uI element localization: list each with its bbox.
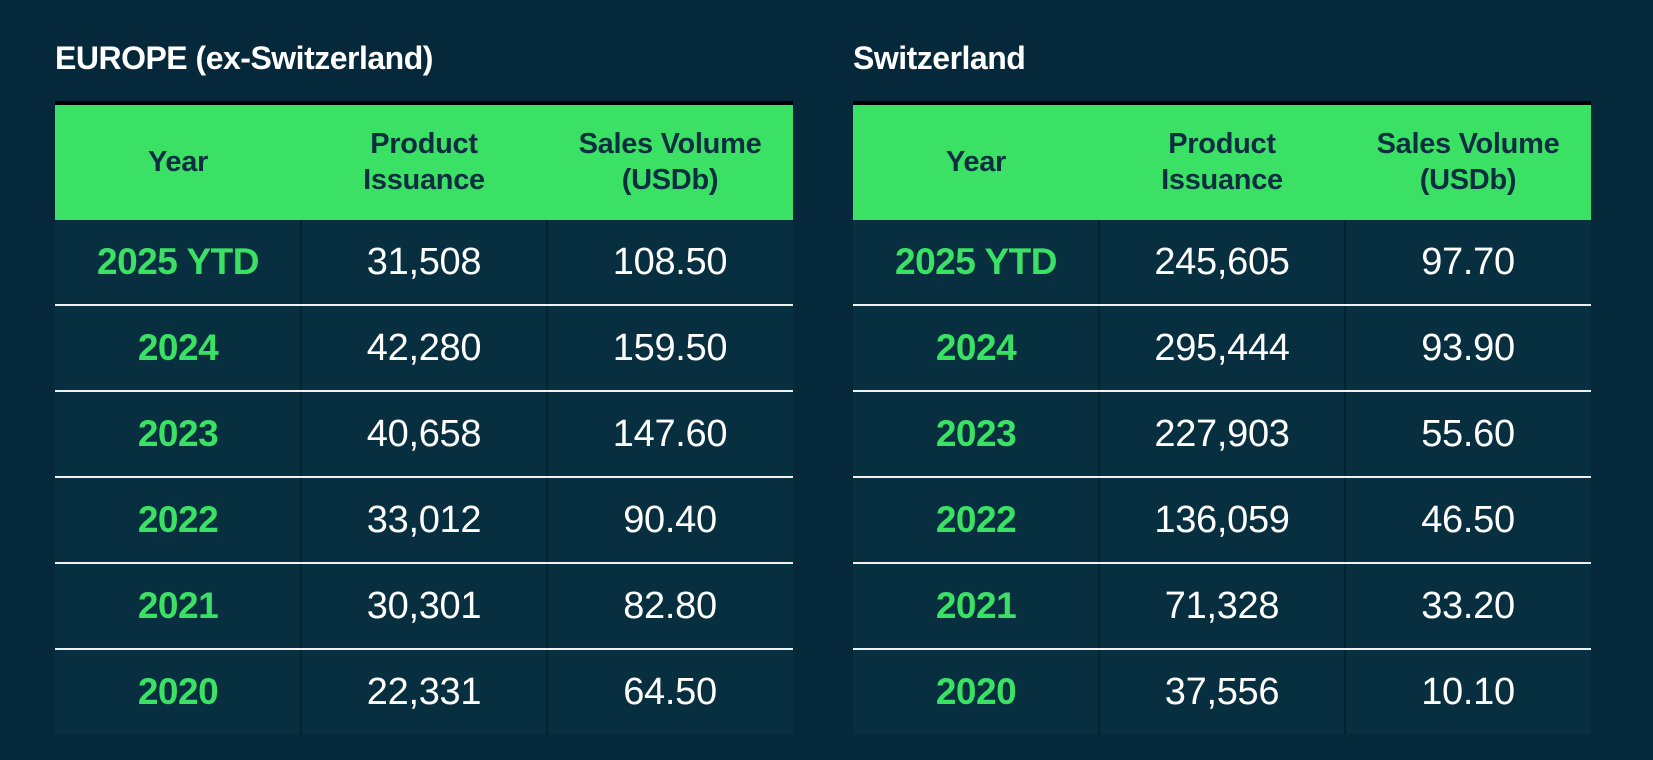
table-row: 2023 40,658 147.60 [55,390,793,476]
table-row: 2021 71,328 33.20 [853,562,1591,648]
table-header-row: Year Product Issuance Sales Volume (USDb) [55,105,793,220]
cell-sales-volume: 46.50 [1421,498,1515,541]
cell-sales-volume: 64.50 [623,670,717,713]
table-top-border [853,101,1591,105]
cell-year: 2025 YTD [97,241,259,282]
header-cell-product-issuance: Product Issuance [363,128,485,196]
cell-sales-volume: 159.50 [612,326,728,369]
cell-year: 2022 [935,499,1017,540]
header-cell-year: Year [945,145,1007,178]
table-row: 2024 42,280 159.50 [55,304,793,390]
cell-sales-volume: 55.60 [1421,412,1515,455]
table-row: 2023 227,903 55.60 [853,390,1591,476]
table-row: 2020 37,556 10.10 [853,648,1591,734]
cell-product-issuance: 33,012 [366,498,482,541]
header-cell-product-issuance: Product Issuance [1161,128,1283,196]
cell-product-issuance: 71,328 [1164,584,1280,627]
table-panel: EUROPE (ex-Switzerland) Year Product Issua… [55,36,793,734]
cell-sales-volume: 10.10 [1421,670,1515,713]
table-panel: Switzerland Year Product Issuance Sales Vol… [853,36,1591,734]
table-row: 2020 22,331 64.50 [55,648,793,734]
cell-product-issuance: 295,444 [1154,326,1290,369]
header-cell-year: Year [147,145,209,178]
cell-year: 2025 YTD [895,241,1057,282]
table-title: Switzerland [853,40,1026,76]
cell-product-issuance: 30,301 [366,584,482,627]
cell-sales-volume: 82.80 [623,584,717,627]
table-row: 2022 136,059 46.50 [853,476,1591,562]
cell-year: 2024 [935,327,1017,368]
table-row: 2025 YTD 245,605 97.70 [853,220,1591,304]
cell-sales-volume: 97.70 [1421,240,1515,283]
header-cell-sales-volume: Sales Volume (USDb) [1376,128,1560,196]
table-top-border [55,101,793,105]
cell-year: 2023 [935,413,1017,454]
cell-sales-volume: 93.90 [1421,326,1515,369]
table-row: 2024 295,444 93.90 [853,304,1591,390]
cell-year: 2020 [137,671,219,712]
table-header-row: Year Product Issuance Sales Volume (USDb) [853,105,1591,220]
table-row: 2022 33,012 90.40 [55,476,793,562]
cell-product-issuance: 31,508 [366,240,482,283]
table: Year Product Issuance Sales Volume (USDb) 2… [55,101,793,734]
header-cell-sales-volume: Sales Volume (USDb) [578,128,762,196]
cell-product-issuance: 245,605 [1154,240,1290,283]
cell-year: 2023 [137,413,219,454]
cell-year: 2022 [137,499,219,540]
cell-product-issuance: 136,059 [1154,498,1290,541]
tables-container: EUROPE (ex-Switzerland) Year Product Issua… [55,36,1591,734]
cell-product-issuance: 40,658 [366,412,482,455]
cell-product-issuance: 22,331 [366,670,482,713]
cell-sales-volume: 90.40 [623,498,717,541]
cell-sales-volume: 33.20 [1421,584,1515,627]
cell-year: 2021 [935,585,1017,626]
table-row: 2025 YTD 31,508 108.50 [55,220,793,304]
cell-year: 2020 [935,671,1017,712]
cell-product-issuance: 227,903 [1154,412,1290,455]
table-body: 2025 YTD 245,605 97.70 2024 295,444 93.90 2023… [853,220,1591,734]
cell-year: 2021 [137,585,219,626]
cell-year: 2024 [137,327,219,368]
table-body: 2025 YTD 31,508 108.50 2024 42,280 159.50 2023… [55,220,793,734]
cell-sales-volume: 108.50 [612,240,728,283]
table: Year Product Issuance Sales Volume (USDb) 2… [853,101,1591,734]
cell-sales-volume: 147.60 [612,412,728,455]
table-row: 2021 30,301 82.80 [55,562,793,648]
cell-product-issuance: 37,556 [1164,670,1280,713]
table-title: EUROPE (ex-Switzerland) [55,40,433,76]
cell-product-issuance: 42,280 [366,326,482,369]
